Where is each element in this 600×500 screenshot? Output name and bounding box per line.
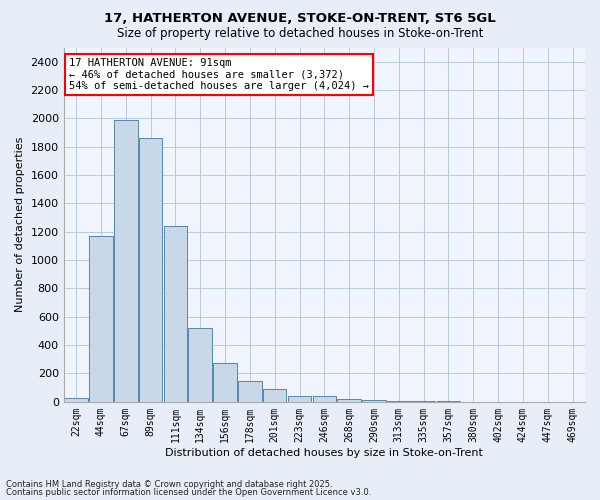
Bar bbox=[139, 138, 163, 402]
Bar bbox=[114, 120, 137, 402]
Bar bbox=[362, 400, 386, 402]
X-axis label: Distribution of detached houses by size in Stoke-on-Trent: Distribution of detached houses by size … bbox=[166, 448, 483, 458]
Bar bbox=[188, 328, 212, 402]
Bar bbox=[387, 401, 410, 402]
Bar bbox=[213, 363, 237, 402]
Y-axis label: Number of detached properties: Number of detached properties bbox=[15, 137, 25, 312]
Bar bbox=[89, 236, 113, 402]
Text: Size of property relative to detached houses in Stoke-on-Trent: Size of property relative to detached ho… bbox=[117, 28, 483, 40]
Bar bbox=[263, 389, 286, 402]
Bar bbox=[64, 398, 88, 402]
Text: 17, HATHERTON AVENUE, STOKE-ON-TRENT, ST6 5GL: 17, HATHERTON AVENUE, STOKE-ON-TRENT, ST… bbox=[104, 12, 496, 26]
Bar bbox=[238, 380, 262, 402]
Bar bbox=[313, 396, 336, 402]
Text: Contains public sector information licensed under the Open Government Licence v3: Contains public sector information licen… bbox=[6, 488, 371, 497]
Bar bbox=[288, 396, 311, 402]
Bar bbox=[164, 226, 187, 402]
Bar bbox=[337, 399, 361, 402]
Text: 17 HATHERTON AVENUE: 91sqm
← 46% of detached houses are smaller (3,372)
54% of s: 17 HATHERTON AVENUE: 91sqm ← 46% of deta… bbox=[69, 58, 369, 92]
Text: Contains HM Land Registry data © Crown copyright and database right 2025.: Contains HM Land Registry data © Crown c… bbox=[6, 480, 332, 489]
